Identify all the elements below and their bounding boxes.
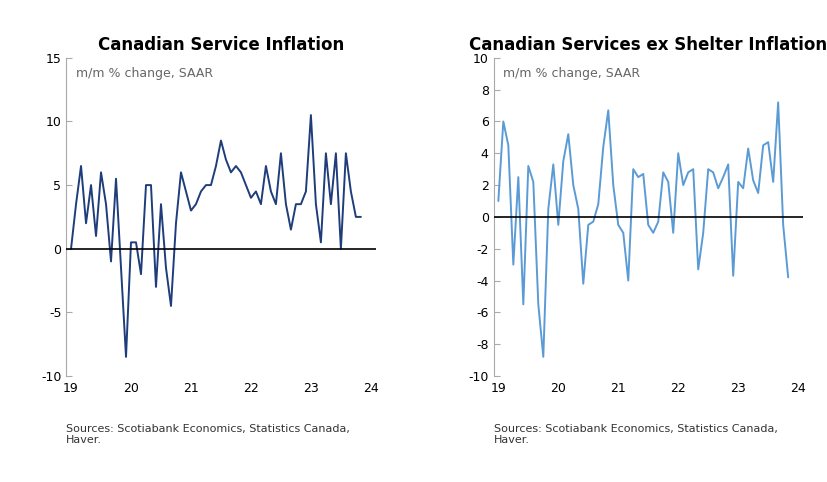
Title: Canadian Service Inflation: Canadian Service Inflation [98, 36, 344, 54]
Text: Sources: Scotiabank Economics, Statistics Canada,
Haver.: Sources: Scotiabank Economics, Statistic… [66, 424, 350, 445]
Text: m/m % change, SAAR: m/m % change, SAAR [502, 67, 639, 80]
Text: m/m % change, SAAR: m/m % change, SAAR [75, 67, 213, 80]
Text: Sources: Scotiabank Economics, Statistics Canada,
Haver.: Sources: Scotiabank Economics, Statistic… [493, 424, 777, 445]
Title: Canadian Services ex Shelter Inflation: Canadian Services ex Shelter Inflation [469, 36, 826, 54]
